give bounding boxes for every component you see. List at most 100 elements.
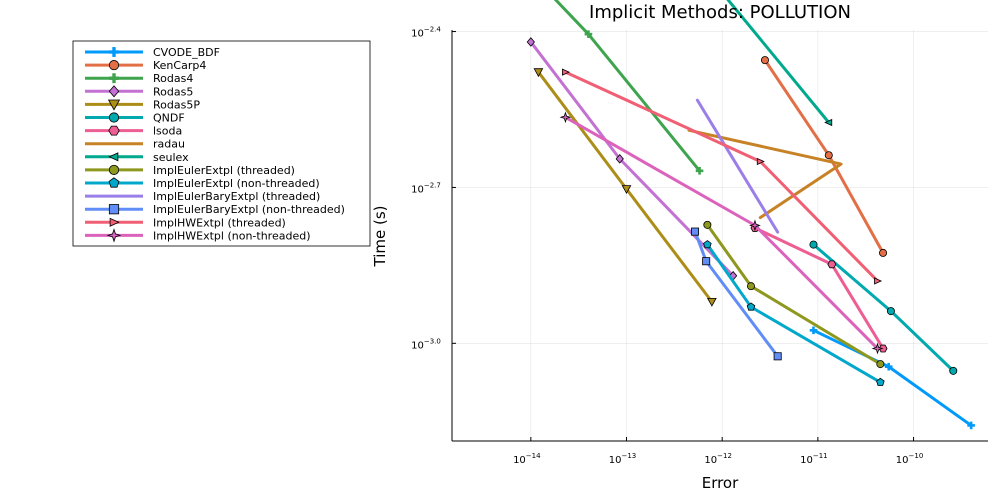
- data-point: [106, 228, 122, 243]
- data-point: [107, 99, 121, 111]
- data-point: [108, 152, 119, 162]
- legend-entry: ImplEulerExtpl (threaded): [85, 164, 295, 177]
- legend: CVODE_BDFKenCarp4Rodas4Rodas5Rodas5PQNDF…: [72, 40, 371, 247]
- data-point: [108, 177, 120, 188]
- legend-entry: radau: [85, 138, 185, 151]
- legend-entry: ImplEulerBaryExtpl (non-threaded): [85, 203, 345, 216]
- data-point: [949, 366, 958, 375]
- legend-label: ImplEulerExtpl (threaded): [153, 164, 295, 177]
- legend-label: ImplEulerBaryExtpl (non-threaded): [153, 203, 345, 216]
- series-5: [809, 240, 958, 375]
- data-point: [809, 240, 818, 249]
- data-point: [702, 257, 711, 266]
- legend-entry: ImplHWExtpl (threaded): [85, 216, 286, 229]
- chart-title: Implicit Methods: POLLUTION: [589, 2, 851, 23]
- data-point: [886, 307, 895, 316]
- data-point: [874, 277, 883, 285]
- data-point: [884, 362, 893, 371]
- data-point: [108, 204, 120, 215]
- axes: [451, 30, 988, 442]
- legend-entry: KenCarp4: [85, 59, 206, 72]
- series-14: [559, 111, 884, 355]
- data-point: [749, 219, 761, 232]
- data-point: [746, 282, 755, 291]
- series-line: [687, 128, 843, 220]
- legend-label: Rodas5P: [153, 98, 200, 111]
- legend-entry: Rodas4: [85, 72, 193, 85]
- y-axis-label: Time (s): [371, 206, 389, 268]
- data-point: [108, 125, 120, 136]
- legend-entry: ImplHWExtpl (non-threaded): [85, 228, 311, 243]
- data-point: [746, 302, 756, 311]
- data-point: [827, 260, 837, 269]
- plot-area: [526, 0, 975, 430]
- legend-label: ImplEulerExtpl (non-threaded): [153, 177, 320, 190]
- series-7: [687, 128, 843, 220]
- data-point: [615, 154, 624, 164]
- data-point: [559, 111, 572, 124]
- data-point: [109, 217, 120, 227]
- data-point: [108, 112, 120, 123]
- legend-label: ImplEulerBaryExtpl (threaded): [153, 190, 320, 203]
- series-12: [691, 227, 782, 361]
- data-point: [691, 227, 700, 236]
- series-line: [695, 98, 780, 234]
- series-4: [533, 68, 717, 307]
- data-point: [695, 167, 704, 175]
- legend-label: KenCarp4: [153, 59, 206, 72]
- data-point: [703, 220, 712, 229]
- data-point: [108, 164, 120, 175]
- data-point: [809, 326, 818, 335]
- series-10: [703, 240, 885, 386]
- data-point: [756, 157, 765, 166]
- data-point: [967, 421, 975, 430]
- data-point: [773, 352, 782, 361]
- legend-entry: lsoda: [85, 125, 182, 138]
- legend-label: radau: [153, 138, 185, 151]
- legend-entry: QNDF: [85, 112, 185, 125]
- data-point: [760, 56, 769, 65]
- data-point: [703, 240, 712, 249]
- data-point: [621, 185, 632, 195]
- series-11: [695, 98, 780, 234]
- series-3: [526, 37, 738, 281]
- legend-label: lsoda: [153, 125, 182, 138]
- data-point: [584, 30, 593, 38]
- data-point: [824, 118, 833, 127]
- series-0: [809, 326, 975, 430]
- data-point: [109, 73, 119, 84]
- data-point: [526, 37, 535, 47]
- data-point: [706, 297, 717, 307]
- legend-label: Rodas5: [153, 85, 193, 98]
- legend-label: seulex: [153, 151, 189, 164]
- data-point: [108, 85, 120, 98]
- legend-label: ImplHWExtpl (threaded): [153, 216, 286, 229]
- x-axis-label: Error: [702, 474, 739, 492]
- data-point: [876, 377, 885, 386]
- series-8: [726, 0, 833, 127]
- data-point: [109, 47, 119, 57]
- legend-label: Rodas4: [153, 72, 193, 85]
- data-point: [562, 68, 571, 76]
- legend-entry: seulex: [85, 151, 189, 164]
- series-9: [703, 220, 885, 369]
- legend-entry: Rodas5: [85, 85, 193, 98]
- legend-label: QNDF: [153, 112, 185, 125]
- grid: [452, 30, 988, 441]
- legend-entry: ImplEulerBaryExtpl (threaded): [85, 190, 320, 203]
- data-point: [879, 248, 888, 257]
- series-13: [562, 68, 883, 285]
- data-point: [871, 342, 884, 355]
- data-point: [824, 151, 833, 160]
- legend-entry: Rodas5P: [85, 98, 200, 111]
- legend-entry: CVODE_BDF: [85, 46, 220, 59]
- data-point: [533, 68, 544, 78]
- data-point: [108, 60, 120, 71]
- legend-entry: ImplEulerExtpl (non-threaded): [85, 177, 320, 190]
- legend-label: ImplHWExtpl (non-threaded): [153, 229, 311, 242]
- legend-label: CVODE_BDF: [153, 46, 220, 59]
- series-line: [726, 0, 831, 124]
- data-point: [876, 360, 885, 369]
- series-2: [553, 0, 704, 175]
